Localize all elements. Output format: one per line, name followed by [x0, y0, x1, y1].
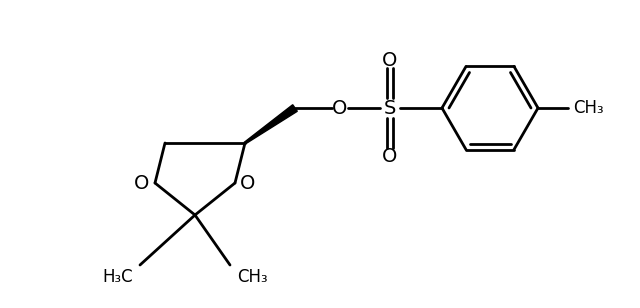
Text: O: O [240, 173, 256, 192]
Polygon shape [244, 105, 298, 144]
Text: H₃C: H₃C [102, 268, 133, 286]
Text: CH₃: CH₃ [573, 99, 604, 117]
Text: S: S [384, 99, 396, 117]
Text: O: O [332, 99, 348, 117]
Text: O: O [382, 147, 397, 165]
Text: O: O [134, 173, 150, 192]
Text: CH₃: CH₃ [237, 268, 268, 286]
Text: O: O [382, 51, 397, 70]
